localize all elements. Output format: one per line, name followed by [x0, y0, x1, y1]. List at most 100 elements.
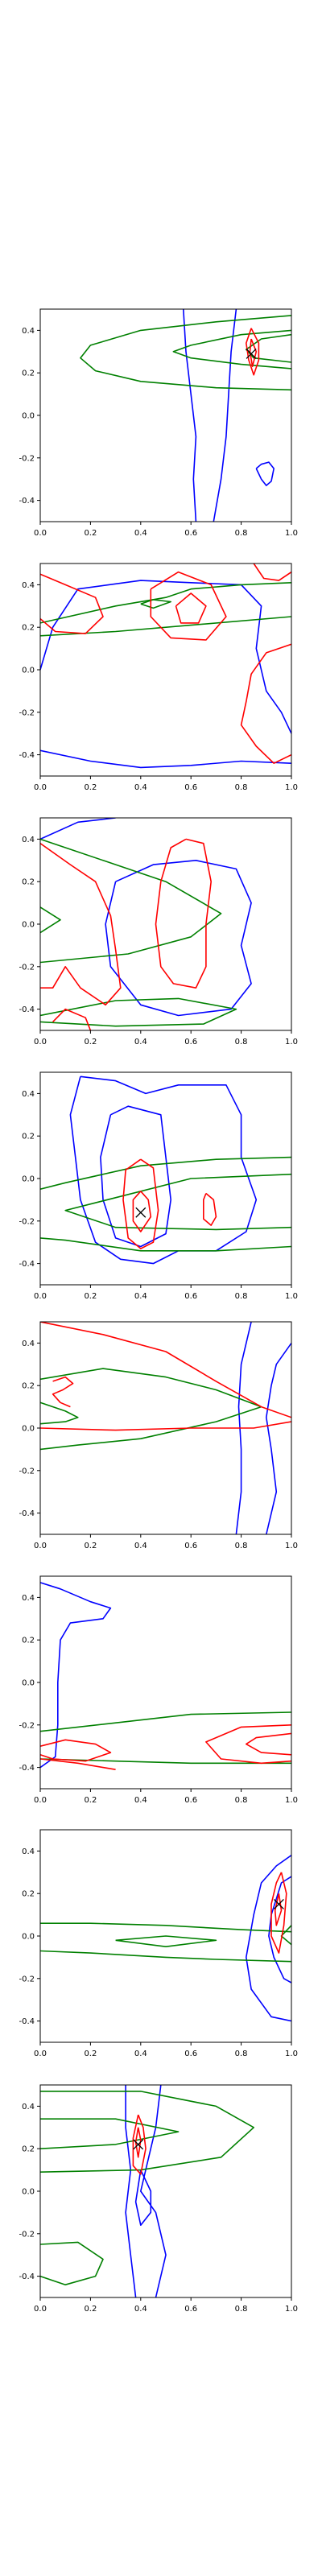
- x-marker: [133, 2139, 144, 2150]
- y-tick-label: 0.4: [22, 1090, 35, 1099]
- x-tick-label: 0.0: [34, 1038, 47, 1046]
- contour-line-1-1: [125, 2085, 137, 2297]
- contour-line-3-3: [175, 592, 207, 624]
- y-tick-label: -0.2: [19, 454, 35, 463]
- contour-line-3-2: [155, 838, 212, 989]
- y-tick-label: -0.2: [19, 1975, 35, 1984]
- x-tick-label: 0.6: [184, 1038, 197, 1046]
- contour-line-1-1: [246, 1855, 291, 2022]
- x-tick-label: 0.0: [34, 1796, 47, 1805]
- contour-line-2-2: [40, 1950, 291, 1963]
- y-tick-label: -0.4: [19, 497, 35, 506]
- subplot-6: 0.0 0.2 0.4 0.6 0.8 1.0 -0.4 -0.2 0.0 0.2 0.4: [19, 1575, 298, 1805]
- contour-line-2-1: [80, 315, 291, 391]
- subplot-4: 0.0 0.2 0.4 0.6 0.8 1.0 -0.4 -0.2 0.0 0.2 0.4: [19, 1071, 298, 1301]
- contour-line-1-3: [134, 2169, 152, 2226]
- x-tick-label: 0.8: [235, 2305, 248, 2314]
- contour-line-2-1: [40, 1368, 262, 1451]
- x-tick-label: 0.8: [235, 1038, 248, 1046]
- subplot-2: 0.0 0.2 0.4 0.6 0.8 1.0 -0.4 -0.2 0.0 0.2 0.4: [19, 563, 298, 792]
- y-tick-label: 0.2: [22, 2145, 35, 2154]
- y-tick-label: 0.4: [22, 1594, 35, 1603]
- y-tick-label: 0.0: [22, 2188, 35, 2197]
- y-tick-label: 0.2: [22, 624, 35, 633]
- y-tick-label: -0.4: [19, 1764, 35, 1773]
- x-tick-label: 0.0: [34, 1542, 47, 1550]
- contour-line-3-2: [150, 571, 227, 641]
- x-tick-label: 0.4: [134, 1038, 147, 1046]
- plot-area: [40, 1582, 291, 1770]
- x-marker: [246, 348, 257, 359]
- contour-line-1-3: [255, 461, 275, 486]
- contour-line-3-3: [52, 1008, 92, 1030]
- y-tick-label: 0.2: [22, 1637, 35, 1645]
- x-tick-label: 1.0: [285, 1796, 298, 1805]
- y-tick-label: -0.2: [19, 1217, 35, 1226]
- contour-line-2-2: [172, 329, 291, 369]
- y-tick-label: 0.0: [22, 1425, 35, 1434]
- x-tick-label: 0.2: [84, 783, 97, 792]
- contour-line-3-5: [253, 564, 291, 581]
- x-tick-label: 0.2: [84, 2050, 97, 2058]
- plot-area: [40, 1075, 291, 1265]
- contour-line-1-1: [183, 309, 197, 522]
- contour-line-3-4: [240, 643, 291, 764]
- x-tick-label: 1.0: [285, 2305, 298, 2314]
- x-tick-label: 1.0: [285, 1038, 298, 1046]
- contour-line-2-3: [115, 1935, 217, 1947]
- x-tick-label: 0.2: [84, 529, 97, 538]
- x-tick-label: 1.0: [285, 529, 298, 538]
- contour-line-3-2: [274, 1893, 283, 1926]
- contour-line-1-1: [69, 1075, 258, 1265]
- contour-line-3-1: [246, 328, 260, 376]
- y-tick-label: -0.4: [19, 751, 35, 760]
- y-tick-label: -0.4: [19, 1260, 35, 1269]
- contour-line-1-1: [40, 1582, 112, 1769]
- subplot-3: 0.0 0.2 0.4 0.6 0.8 1.0 -0.4 -0.2 0.0 0.2 0.4: [19, 817, 298, 1046]
- contour-line-3-4: [246, 1732, 291, 1756]
- y-tick-label: -0.4: [19, 1509, 35, 1518]
- y-tick-label: 0.4: [22, 1340, 35, 1348]
- contour-line-1-2: [266, 1342, 291, 1534]
- x-tick-label: 0.4: [134, 1542, 147, 1550]
- x-tick-label: 0.6: [184, 1292, 197, 1301]
- axes-frame: [39, 1575, 292, 1790]
- x-tick-label: 0.4: [134, 529, 147, 538]
- contour-line-3-2: [249, 338, 258, 368]
- contour-line-3-3: [203, 1192, 217, 1226]
- x-tick-label: 0.6: [184, 2305, 197, 2314]
- x-tick-label: 0.8: [235, 529, 248, 538]
- y-tick-label: 0.0: [22, 921, 35, 930]
- x-tick-label: 0.6: [184, 2050, 197, 2058]
- contour-line-3-1: [122, 1158, 159, 1249]
- plot-area: [40, 564, 291, 769]
- contour-line-1-2: [268, 1876, 291, 1984]
- axes-frame: [39, 308, 292, 522]
- y-tick-label: 0.0: [22, 1175, 35, 1184]
- y-tick-label: 0.2: [22, 1133, 35, 1141]
- x-tick-label: 0.4: [134, 2050, 147, 2058]
- y-tick-label: 0.2: [22, 878, 35, 887]
- contour-line-3-2: [134, 2127, 142, 2158]
- contour-line-3-3: [52, 1376, 74, 1408]
- x-tick-label: 0.6: [184, 529, 197, 538]
- x-tick-label: 1.0: [285, 783, 298, 792]
- contour-line-3-2: [40, 1421, 291, 1431]
- contour-line-1-2: [213, 309, 237, 522]
- contour-line-3-1: [40, 843, 122, 1006]
- plot-area: [80, 309, 291, 522]
- contour-line-2-1: [40, 582, 291, 624]
- x-tick-label: 0.2: [84, 1796, 97, 1805]
- x-tick-label: 0.8: [235, 1542, 248, 1550]
- contour-line-3-1: [40, 1322, 291, 1418]
- y-tick-label: 0.4: [22, 836, 35, 844]
- contour-line-2-1: [40, 1922, 291, 1933]
- subplot-1: 0.0 0.2 0.4 0.6 0.8 1.0 -0.4 -0.2 0.0 0.2 0.4: [19, 308, 298, 538]
- subplot-5: 0.0 0.2 0.4 0.6 0.8 1.0 -0.4 -0.2 0.0 0.2 0.4: [19, 1321, 298, 1550]
- y-tick-label: -0.4: [19, 2017, 35, 2026]
- x-tick-label: 0.8: [235, 1292, 248, 1301]
- contour-line-1-2: [140, 2085, 167, 2297]
- x-tick-label: 1.0: [285, 1292, 298, 1301]
- contour-line-2-1: [40, 838, 222, 964]
